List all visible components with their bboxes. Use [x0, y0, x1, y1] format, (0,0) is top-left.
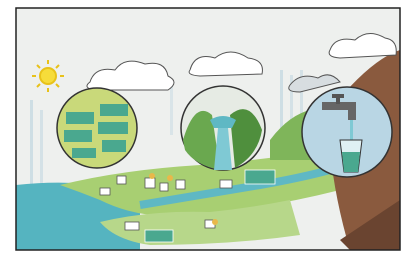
tap-circle [302, 87, 392, 177]
mountain-circle [181, 86, 265, 170]
illustration [0, 0, 412, 257]
scene [16, 8, 400, 250]
fields-circle [57, 88, 137, 168]
page: (() => { const data = JSON.parse(documen… [0, 0, 412, 257]
